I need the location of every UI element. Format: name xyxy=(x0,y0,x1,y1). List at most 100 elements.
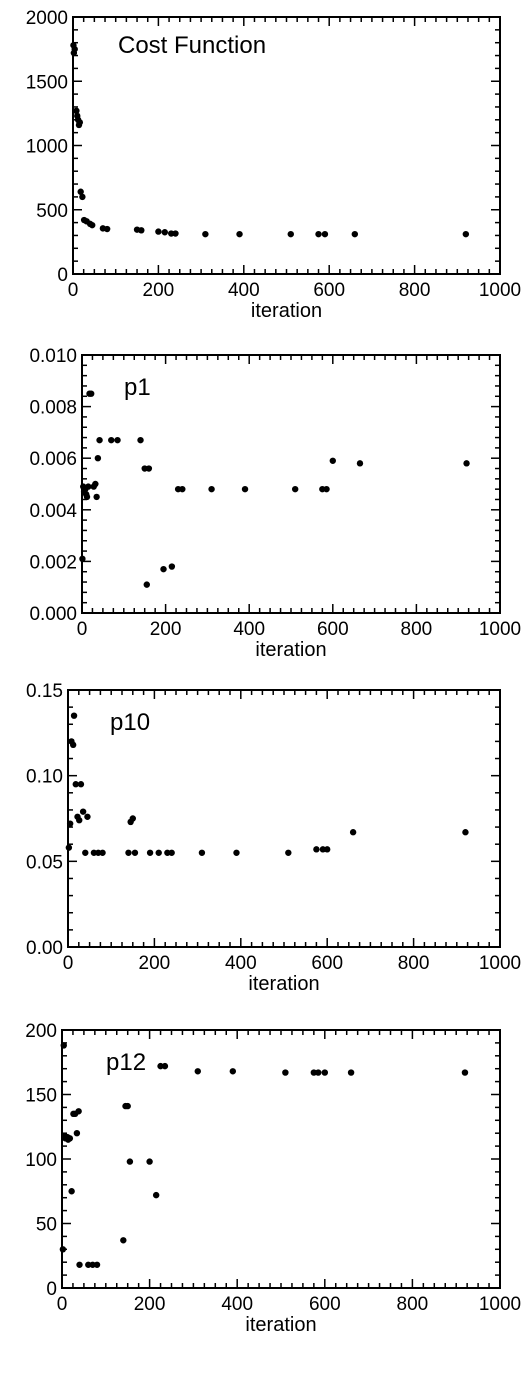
data-point xyxy=(71,45,78,53)
y-tick-label: 1500 xyxy=(26,72,68,93)
data-point xyxy=(108,436,115,444)
data-point xyxy=(126,1158,134,1165)
data-point xyxy=(351,230,359,238)
y-tick-label: 0.10 xyxy=(26,767,63,788)
data-point xyxy=(313,846,320,853)
y-tick-label: 50 xyxy=(36,1215,57,1236)
data-point xyxy=(138,227,145,234)
data-point xyxy=(347,1069,355,1076)
y-tick-label: 0.15 xyxy=(26,681,63,702)
chart-panel-2: 0 200 400 600 800 1000 0.000 0.002 0.004 0.006 0.0… xyxy=(29,346,521,661)
data-point xyxy=(83,493,91,501)
data-point xyxy=(73,107,80,115)
x-tick-label: 400 xyxy=(221,1294,253,1315)
y-tick-label: 200 xyxy=(25,1021,57,1042)
data-point xyxy=(89,221,96,229)
y-tick-label: 500 xyxy=(36,201,68,222)
data-point xyxy=(59,1246,67,1253)
x-tick-label: 800 xyxy=(397,1294,429,1315)
data-point xyxy=(66,820,74,827)
data-point xyxy=(129,815,136,822)
data-point xyxy=(315,230,322,238)
data-point xyxy=(194,1068,201,1075)
data-point xyxy=(146,1158,153,1165)
data-point xyxy=(82,849,89,856)
y-tick-label: 0.010 xyxy=(29,346,77,367)
x-tick-label: 0 xyxy=(68,280,79,301)
y-tick-label: 0.004 xyxy=(29,501,77,522)
data-point xyxy=(70,712,78,719)
data-point xyxy=(72,781,79,788)
data-point xyxy=(77,188,84,195)
x-tick-label: 400 xyxy=(225,953,257,974)
data-point xyxy=(99,849,106,856)
data-point xyxy=(143,581,150,588)
data-point xyxy=(145,465,153,472)
data-point xyxy=(208,485,215,493)
data-point xyxy=(202,230,209,238)
data-point xyxy=(463,460,470,467)
data-point xyxy=(324,846,331,853)
data-point xyxy=(96,436,103,444)
y-tick-label: 0.006 xyxy=(29,449,77,470)
data-point xyxy=(236,230,243,238)
data-point xyxy=(124,1102,131,1110)
data-point xyxy=(76,1261,83,1268)
data-point xyxy=(77,781,85,788)
x-tick-label: 200 xyxy=(139,953,171,974)
data-point xyxy=(161,1062,169,1070)
data-point xyxy=(160,565,167,573)
data-point xyxy=(233,849,240,856)
data-point xyxy=(76,119,84,126)
data-point xyxy=(323,485,330,493)
data-point xyxy=(198,849,206,856)
data-point xyxy=(69,741,77,749)
x-tick-label: 0 xyxy=(63,953,74,974)
data-point xyxy=(157,1062,164,1070)
x-tick-label: 1000 xyxy=(479,953,521,974)
data-point xyxy=(68,1188,75,1195)
y-tick-label: 150 xyxy=(25,1086,57,1107)
panel-title: Cost Function xyxy=(118,32,266,59)
data-point xyxy=(282,1069,289,1076)
data-point xyxy=(114,436,121,444)
data-point xyxy=(84,813,91,820)
x-tick-label: 600 xyxy=(311,953,343,974)
chart-panel-3: 0 200 400 600 800 1000 0.00 0.05 0.10 0.15 iterati… xyxy=(26,681,521,995)
data-point xyxy=(103,225,111,233)
y-tick-label: 0 xyxy=(46,1279,57,1300)
x-tick-label: 200 xyxy=(143,280,175,301)
x-tick-label: 400 xyxy=(228,280,260,301)
data-point xyxy=(229,1068,237,1075)
data-point xyxy=(76,817,83,824)
data-point xyxy=(85,483,92,490)
data-point xyxy=(179,485,186,493)
data-point xyxy=(321,1069,328,1076)
data-point xyxy=(329,457,336,464)
data-point xyxy=(152,1191,160,1199)
data-point xyxy=(168,563,176,570)
y-tick-label: 0.00 xyxy=(26,938,63,959)
data-point xyxy=(349,829,357,836)
data-point xyxy=(168,849,175,856)
data-point xyxy=(120,1237,127,1244)
x-axis-title: iteration xyxy=(255,639,326,661)
data-point xyxy=(79,808,87,815)
data-point xyxy=(94,455,102,462)
x-tick-label: 0 xyxy=(57,1294,68,1315)
data-point xyxy=(93,1261,101,1268)
y-tick-label: 0.002 xyxy=(29,552,77,573)
data-point xyxy=(310,1069,318,1076)
chart-panel-4: 0 200 400 600 800 1000 0 50 100 150 200 iteration p1… xyxy=(25,1021,521,1336)
data-point xyxy=(93,493,100,501)
x-tick-label: 400 xyxy=(233,619,265,640)
y-tick-label: 0 xyxy=(57,265,68,286)
y-tick-label: 2000 xyxy=(26,8,68,29)
chart-panel-1: 0 200 400 600 800 1000 0 500 1000 1500 2000 iterati… xyxy=(26,8,521,322)
data-point xyxy=(85,1261,92,1268)
x-tick-label: 800 xyxy=(399,280,431,301)
data-point xyxy=(287,230,294,238)
x-tick-label: 800 xyxy=(398,953,430,974)
